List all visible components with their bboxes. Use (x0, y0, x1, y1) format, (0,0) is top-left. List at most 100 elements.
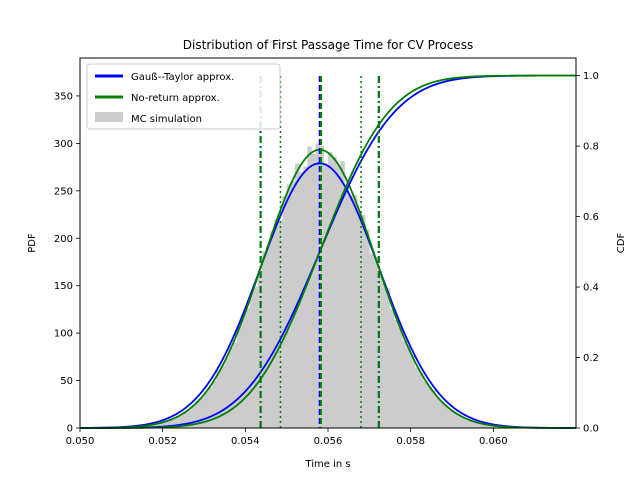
histogram-bar (381, 282, 387, 428)
histogram-bar (232, 342, 238, 428)
histogram-bar (373, 256, 378, 428)
histogram-bar (460, 417, 465, 428)
histogram-bar (472, 421, 478, 428)
chart-title: Distribution of First Passage Time for C… (183, 38, 473, 52)
histogram-bar (439, 401, 445, 428)
legend-label-gauss: Gauß--Taylor approx. (131, 72, 234, 83)
histogram-bar (253, 286, 259, 428)
noreturn-cdf-line (80, 74, 576, 429)
legend: Gauß--Taylor approx. No-return approx. M… (86, 63, 281, 130)
histogram-bar (468, 420, 473, 428)
y-left-tick-label: 100 (54, 329, 73, 340)
histogram-bar (208, 387, 213, 428)
legend-swatch-mc (95, 112, 123, 122)
y-left-tick-label: 150 (54, 281, 73, 292)
histogram-bar (303, 166, 308, 428)
y-right-tick-label: 0.0 (583, 424, 599, 435)
histogram-bar (199, 397, 205, 428)
histogram-bar (394, 319, 399, 428)
histogram-bar (406, 345, 411, 428)
histogram-bar (464, 418, 469, 428)
histogram-bar (307, 146, 312, 428)
histogram-bar (352, 195, 358, 428)
y-axis-right: 0.0 0.2 0.4 0.6 0.8 1.0 (576, 71, 599, 435)
histogram-bar (191, 405, 197, 428)
histogram-bar (220, 365, 225, 428)
histogram-bar (443, 405, 449, 428)
histogram-bar (431, 390, 436, 428)
histogram-bar (447, 409, 453, 428)
vertical-lines (259, 76, 380, 428)
histogram-bar (290, 181, 296, 428)
y-left-tick-label: 300 (54, 139, 73, 150)
histogram-bar (158, 422, 163, 428)
histogram-bar (480, 423, 486, 428)
x-tick-label: 0.054 (231, 436, 260, 447)
histogram-bar (369, 253, 374, 428)
histogram-bar (195, 400, 201, 428)
histogram-bar (154, 424, 159, 428)
y-axis-right-label: CDF (616, 233, 627, 254)
histogram-bar (390, 309, 395, 428)
histogram-bar (278, 220, 283, 428)
histogram-bar (170, 418, 176, 428)
histogram-bar (249, 291, 254, 428)
curves (79, 74, 576, 429)
histogram-bar (365, 229, 370, 428)
x-tick-label: 0.056 (314, 436, 343, 447)
histogram-bar (187, 409, 192, 428)
histogram-bar (179, 414, 184, 428)
x-tick-label: 0.052 (148, 436, 177, 447)
histogram-bar (166, 420, 172, 428)
histogram-bar (228, 347, 234, 428)
histogram-bar (270, 231, 275, 428)
histogram-bar (489, 425, 494, 428)
y-right-tick-label: 0.2 (583, 353, 599, 364)
histogram-bar (435, 397, 440, 428)
y-left-tick-label: 350 (54, 91, 73, 102)
histogram-bar (402, 340, 407, 428)
histogram-bar (183, 411, 188, 428)
x-axis-label: Time in s (304, 459, 350, 470)
y-left-tick-label: 0 (67, 424, 73, 435)
histogram-bar (427, 386, 432, 428)
histogram-bar (241, 314, 246, 428)
y-right-tick-label: 1.0 (583, 71, 599, 82)
histogram-bar (162, 421, 168, 428)
histogram-bar (398, 327, 403, 428)
histogram-bar (418, 372, 424, 428)
y-right-tick-label: 0.4 (583, 283, 599, 294)
histogram-bar (485, 424, 490, 428)
x-tick-label: 0.058 (396, 436, 425, 447)
histogram-bar (323, 164, 329, 428)
histogram-bar (294, 163, 300, 428)
histogram-bar (348, 195, 354, 428)
legend-label-mc: MC simulation (131, 114, 202, 125)
histogram-bar (456, 414, 461, 428)
legend-box (86, 63, 281, 130)
histogram-bars (113, 143, 527, 429)
histogram-bar (410, 355, 416, 428)
histogram-bar (356, 213, 362, 428)
histogram-bar (224, 357, 230, 428)
histogram-bar (452, 411, 457, 428)
x-axis: 0.050 0.052 0.054 0.056 0.058 0.060 (66, 428, 508, 447)
histogram-bar (261, 251, 267, 428)
histogram-bar (266, 246, 271, 428)
y-right-tick-label: 0.8 (583, 142, 599, 153)
y-axis-left-label: PDF (27, 233, 38, 253)
histogram-bar (414, 367, 420, 428)
x-tick-label: 0.060 (479, 436, 508, 447)
histogram-bar (204, 391, 209, 428)
histogram-bar (286, 184, 292, 428)
x-tick-label: 0.050 (66, 436, 95, 447)
y-left-tick-label: 50 (60, 376, 73, 387)
histogram-bar (332, 156, 337, 428)
y-axis-left: 0 50 100 150 200 250 300 350 (54, 91, 80, 435)
histogram-bar (282, 196, 287, 428)
histogram-bar (476, 422, 482, 428)
histogram-bar (344, 186, 349, 428)
histogram-bar (175, 416, 180, 428)
gauss-pdf-line (79, 162, 576, 429)
